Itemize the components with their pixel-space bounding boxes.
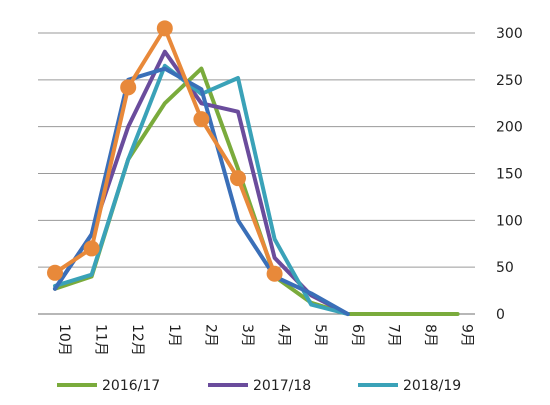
series-marker-5 bbox=[230, 170, 246, 187]
series-marker-5 bbox=[120, 79, 137, 96]
y-tick-label: 50 bbox=[496, 260, 514, 276]
series-marker-5 bbox=[266, 265, 283, 282]
x-tick-label: 7月 bbox=[385, 324, 401, 347]
legend-label: 2017/18 bbox=[253, 378, 311, 394]
y-tick-label: 0 bbox=[496, 307, 505, 323]
y-tick-label: 100 bbox=[496, 213, 523, 229]
x-tick-label: 1月 bbox=[166, 324, 182, 347]
legend-label: 2016/17 bbox=[102, 378, 160, 394]
x-tick-label: 3月 bbox=[239, 324, 255, 347]
y-tick-label: 250 bbox=[496, 73, 523, 89]
series-marker-5 bbox=[47, 264, 63, 281]
y-tick-label: 300 bbox=[496, 26, 523, 42]
legend-label: 2018/19 bbox=[403, 378, 461, 394]
y-tick-label: 150 bbox=[496, 167, 523, 183]
x-tick-label: 8月 bbox=[422, 324, 438, 347]
series-line-4 bbox=[53, 66, 350, 316]
series-marker-5 bbox=[156, 20, 173, 37]
series-marker-5 bbox=[193, 111, 210, 128]
x-tick-label: 2月 bbox=[202, 324, 218, 347]
y-tick-label: 200 bbox=[496, 120, 523, 136]
x-tick-label: 10月 bbox=[56, 324, 72, 356]
series-marker-5 bbox=[83, 240, 100, 257]
x-tick-label: 9月 bbox=[459, 324, 475, 347]
x-tick-label: 4月 bbox=[276, 324, 292, 347]
x-tick-label: 12月 bbox=[129, 324, 145, 356]
x-tick-label: 5月 bbox=[312, 324, 328, 347]
x-tick-label: 6月 bbox=[349, 324, 365, 347]
x-tick-label: 11月 bbox=[93, 324, 109, 356]
